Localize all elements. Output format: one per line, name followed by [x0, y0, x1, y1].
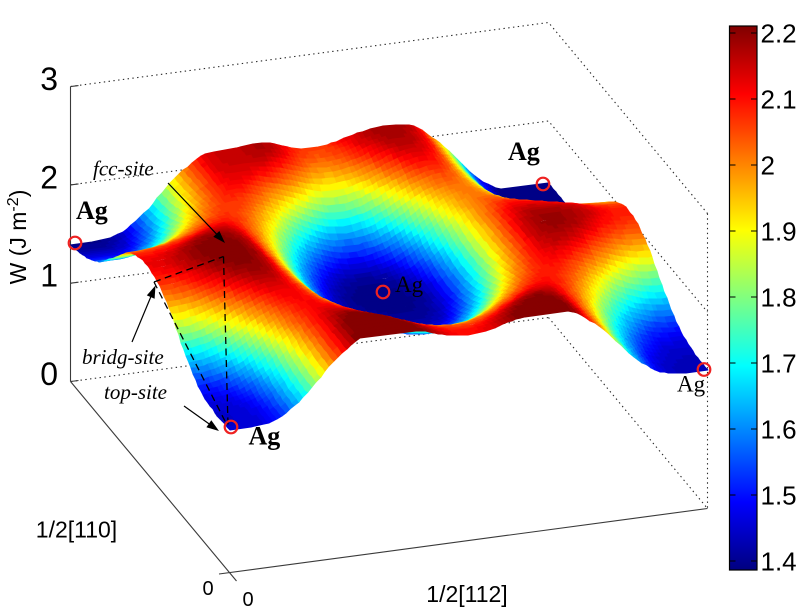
svg-text:bridg-site: bridg-site	[82, 345, 164, 369]
svg-text:2: 2	[761, 151, 775, 181]
svg-text:3: 3	[40, 61, 58, 97]
svg-text:1.7: 1.7	[761, 349, 797, 379]
svg-text:Ag: Ag	[508, 137, 540, 166]
svg-text:2.2: 2.2	[761, 19, 797, 49]
svg-text:1.5: 1.5	[761, 481, 797, 511]
svg-text:0: 0	[202, 578, 213, 600]
svg-text:Ag: Ag	[395, 272, 424, 297]
svg-text:0: 0	[242, 589, 253, 611]
svg-text:1/2[110]: 1/2[110]	[36, 517, 117, 543]
svg-text:top-site: top-site	[104, 380, 167, 404]
svg-text:1/2[112]: 1/2[112]	[426, 581, 507, 607]
svg-text:1.4: 1.4	[761, 547, 797, 577]
svg-text:1.9: 1.9	[761, 217, 797, 247]
svg-text:2: 2	[40, 159, 58, 195]
svg-text:1.8: 1.8	[761, 283, 797, 313]
svg-text:1.6: 1.6	[761, 415, 797, 445]
svg-text:2.1: 2.1	[761, 85, 797, 115]
svg-text:fcc-site: fcc-site	[93, 157, 154, 181]
svg-text:1: 1	[40, 258, 58, 294]
svg-text:Ag: Ag	[249, 422, 281, 451]
svg-text:0: 0	[40, 356, 58, 392]
svg-text:Ag: Ag	[76, 196, 108, 225]
